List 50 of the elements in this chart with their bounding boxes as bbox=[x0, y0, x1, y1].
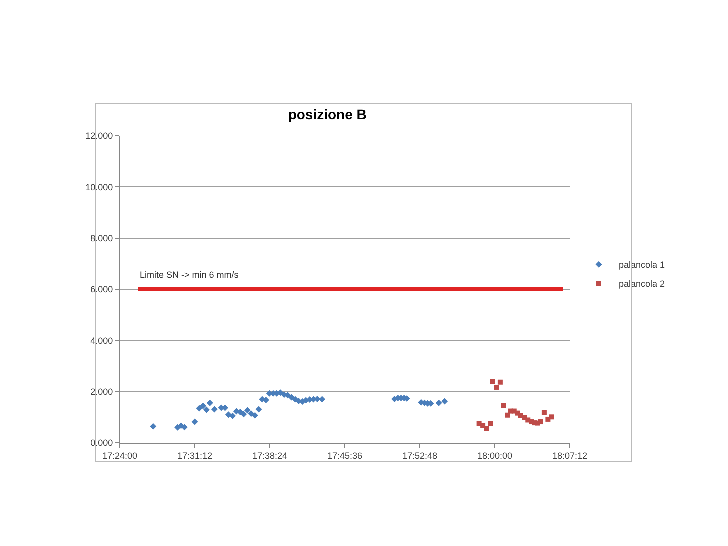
x-tick-label: 17:45:36 bbox=[327, 450, 363, 461]
point bbox=[488, 421, 494, 426]
chart-title: posizione B bbox=[288, 106, 367, 123]
legend-label: palancola 2 bbox=[619, 279, 666, 290]
point bbox=[288, 394, 295, 401]
y-tick-label: 12.000 bbox=[86, 131, 114, 142]
point bbox=[225, 412, 232, 418]
y-tick-label: 6.000 bbox=[90, 284, 114, 295]
y-tick-label: 2.000 bbox=[90, 386, 114, 397]
point bbox=[230, 412, 236, 420]
point bbox=[436, 400, 442, 406]
y-tick-label: 8.000 bbox=[90, 233, 114, 244]
point bbox=[542, 410, 547, 416]
point bbox=[206, 400, 214, 406]
point bbox=[200, 402, 206, 410]
y-tick-label: 4.000 bbox=[90, 336, 114, 346]
point bbox=[256, 406, 262, 413]
point bbox=[549, 414, 554, 420]
point bbox=[248, 410, 255, 418]
point bbox=[211, 406, 218, 413]
x-tick-label: 18:00:00 bbox=[477, 450, 513, 461]
point bbox=[277, 390, 284, 396]
point bbox=[442, 398, 448, 405]
ref-line-label: Limite SN -> min 6 mm/s bbox=[140, 270, 240, 280]
point bbox=[490, 379, 496, 384]
point bbox=[262, 397, 270, 404]
point bbox=[244, 407, 251, 414]
point bbox=[150, 423, 157, 430]
point bbox=[203, 406, 210, 414]
point bbox=[480, 423, 486, 428]
point bbox=[181, 424, 188, 431]
x-tick-label: 17:38:24 bbox=[252, 450, 288, 461]
point bbox=[505, 412, 510, 418]
point bbox=[484, 426, 490, 432]
point bbox=[501, 403, 506, 408]
point bbox=[319, 396, 326, 403]
point bbox=[494, 384, 500, 390]
point bbox=[222, 404, 228, 412]
x-tick-label: 17:24:00 bbox=[102, 450, 138, 461]
y-tick-label: 10.000 bbox=[86, 182, 114, 192]
y-tick-label: 0.000 bbox=[90, 438, 114, 448]
x-tick-label: 18:07:12 bbox=[552, 450, 588, 461]
point bbox=[240, 411, 248, 418]
point bbox=[252, 412, 258, 419]
x-tick-label: 17:52:48 bbox=[402, 450, 438, 461]
point bbox=[538, 420, 544, 425]
point bbox=[498, 380, 503, 385]
x-tick-label: 17:31:12 bbox=[177, 450, 213, 461]
legend-label: palancola 1 bbox=[619, 260, 666, 270]
point bbox=[192, 418, 198, 426]
